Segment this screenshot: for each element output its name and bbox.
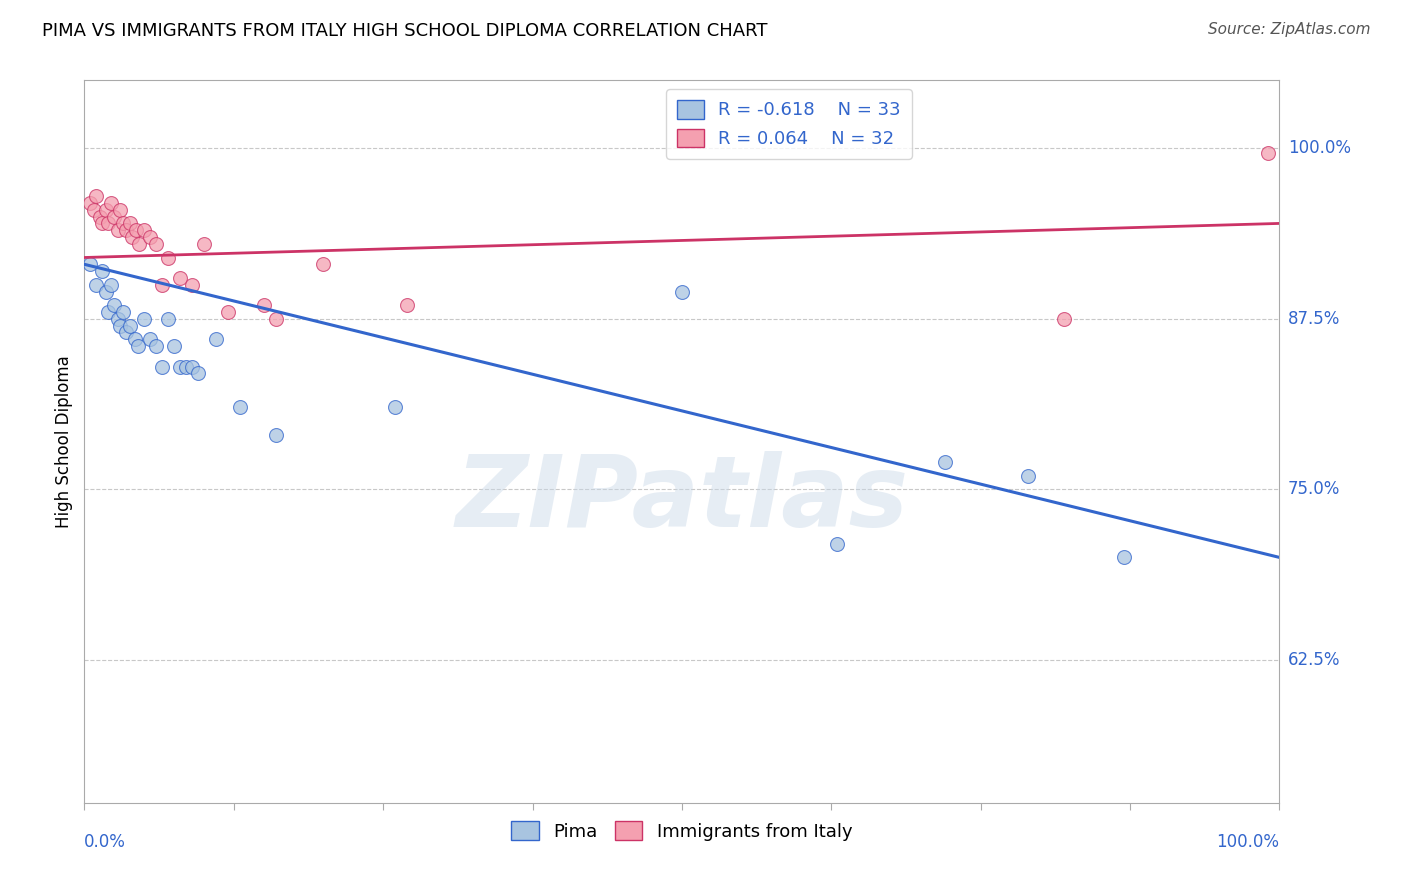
Point bbox=[187, 367, 209, 381]
Point bbox=[145, 236, 167, 251]
Point bbox=[312, 257, 335, 271]
Point bbox=[91, 264, 114, 278]
Point bbox=[217, 305, 239, 319]
Point bbox=[150, 277, 173, 292]
Point bbox=[1018, 468, 1040, 483]
Y-axis label: High School Diploma: High School Diploma bbox=[55, 355, 73, 528]
Text: 62.5%: 62.5% bbox=[1288, 650, 1340, 669]
Point bbox=[124, 332, 146, 346]
Point bbox=[86, 277, 108, 292]
Point bbox=[97, 305, 120, 319]
Point bbox=[128, 236, 150, 251]
Point bbox=[205, 332, 228, 346]
Text: PIMA VS IMMIGRANTS FROM ITALY HIGH SCHOOL DIPLOMA CORRELATION CHART: PIMA VS IMMIGRANTS FROM ITALY HIGH SCHOO… bbox=[42, 22, 768, 40]
Point bbox=[127, 339, 149, 353]
Point bbox=[169, 359, 191, 374]
Point bbox=[110, 318, 132, 333]
Point bbox=[110, 202, 132, 217]
Point bbox=[229, 401, 252, 415]
Point bbox=[118, 216, 141, 230]
Point bbox=[934, 455, 956, 469]
Point bbox=[132, 223, 156, 237]
Point bbox=[181, 359, 204, 374]
Point bbox=[193, 236, 215, 251]
Point bbox=[264, 311, 287, 326]
Point bbox=[79, 257, 101, 271]
Point bbox=[157, 251, 180, 265]
Point bbox=[150, 359, 173, 374]
Point bbox=[132, 311, 156, 326]
Point bbox=[97, 216, 120, 230]
Point bbox=[396, 298, 419, 312]
Point bbox=[94, 285, 117, 299]
Legend: Pima, Immigrants from Italy: Pima, Immigrants from Italy bbox=[505, 814, 859, 848]
Point bbox=[103, 298, 125, 312]
Point bbox=[91, 216, 114, 230]
Point bbox=[118, 318, 141, 333]
Text: 100.0%: 100.0% bbox=[1216, 833, 1279, 851]
Point bbox=[1257, 145, 1279, 160]
Point bbox=[107, 223, 129, 237]
Text: Source: ZipAtlas.com: Source: ZipAtlas.com bbox=[1208, 22, 1371, 37]
Point bbox=[157, 311, 180, 326]
Point bbox=[671, 285, 693, 299]
Point bbox=[139, 332, 162, 346]
Point bbox=[264, 427, 287, 442]
Point bbox=[384, 401, 406, 415]
Point bbox=[100, 196, 122, 211]
Point bbox=[86, 189, 108, 203]
Point bbox=[115, 223, 138, 237]
Point bbox=[827, 537, 849, 551]
Point bbox=[139, 230, 162, 244]
Point bbox=[94, 202, 117, 217]
Point bbox=[125, 223, 148, 237]
Point bbox=[253, 298, 276, 312]
Point bbox=[169, 271, 191, 285]
Point bbox=[174, 359, 197, 374]
Point bbox=[1114, 550, 1136, 565]
Point bbox=[83, 202, 105, 217]
Point bbox=[79, 196, 101, 211]
Text: 87.5%: 87.5% bbox=[1288, 310, 1340, 328]
Point bbox=[181, 277, 204, 292]
Point bbox=[107, 311, 129, 326]
Point bbox=[121, 230, 143, 244]
Point bbox=[1053, 311, 1076, 326]
Point bbox=[115, 326, 138, 340]
Point bbox=[163, 339, 186, 353]
Text: 0.0%: 0.0% bbox=[84, 833, 127, 851]
Point bbox=[89, 210, 111, 224]
Point bbox=[111, 216, 134, 230]
Text: ZIPatlas: ZIPatlas bbox=[456, 450, 908, 548]
Point bbox=[111, 305, 134, 319]
Text: 100.0%: 100.0% bbox=[1288, 139, 1351, 158]
Text: 75.0%: 75.0% bbox=[1288, 480, 1340, 499]
Point bbox=[103, 210, 125, 224]
Point bbox=[145, 339, 167, 353]
Point bbox=[100, 277, 122, 292]
